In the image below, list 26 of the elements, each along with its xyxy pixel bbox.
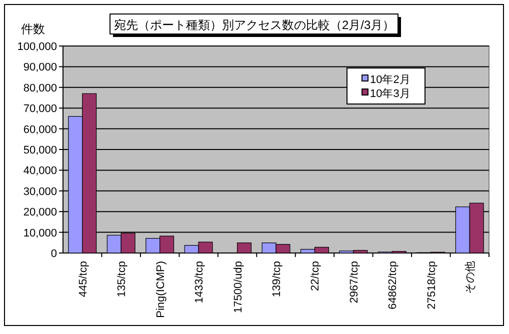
legend-label: 10年3月 — [370, 88, 410, 100]
x-tick-label: 445/tcp — [77, 261, 90, 298]
y-tick-label: 60,000 — [23, 124, 57, 136]
x-tick-label: 1433/tcp — [194, 261, 206, 304]
chart-title: 宛先（ポート種類）別アクセス数の比較（2月/3月） — [114, 18, 395, 32]
x-tick-label: 27518/tcp — [426, 261, 438, 310]
x-tick-label: 17500/udp — [232, 261, 244, 313]
x-tick-label: 64862/tcp — [387, 261, 400, 310]
y-tick-label: 30,000 — [23, 186, 57, 198]
legend-label: 10年2月 — [370, 74, 410, 86]
y-tick-label: 90,000 — [23, 62, 57, 74]
x-tick-label: その他 — [464, 261, 477, 294]
y-tick-label: 0 — [50, 248, 57, 260]
x-tick-label: Ping(ICMP) — [154, 261, 167, 318]
y-tick-label: 80,000 — [23, 82, 57, 94]
x-tick-label: 2967/tcp — [348, 261, 360, 304]
y-tick-label: 10,000 — [23, 227, 57, 240]
y-tick-label: 100,000 — [17, 41, 57, 53]
y-axis-title: 件数 — [21, 22, 45, 36]
y-tick-label: 70,000 — [23, 103, 57, 116]
y-tick-label: 40,000 — [23, 165, 57, 178]
x-tick-label: 139/tcp — [271, 261, 283, 298]
y-tick-label: 50,000 — [23, 144, 57, 156]
x-tick-label: 135/tcp — [116, 261, 128, 298]
y-tick-label: 20,000 — [23, 206, 57, 219]
x-tick-label: 22/tcp — [310, 261, 322, 291]
